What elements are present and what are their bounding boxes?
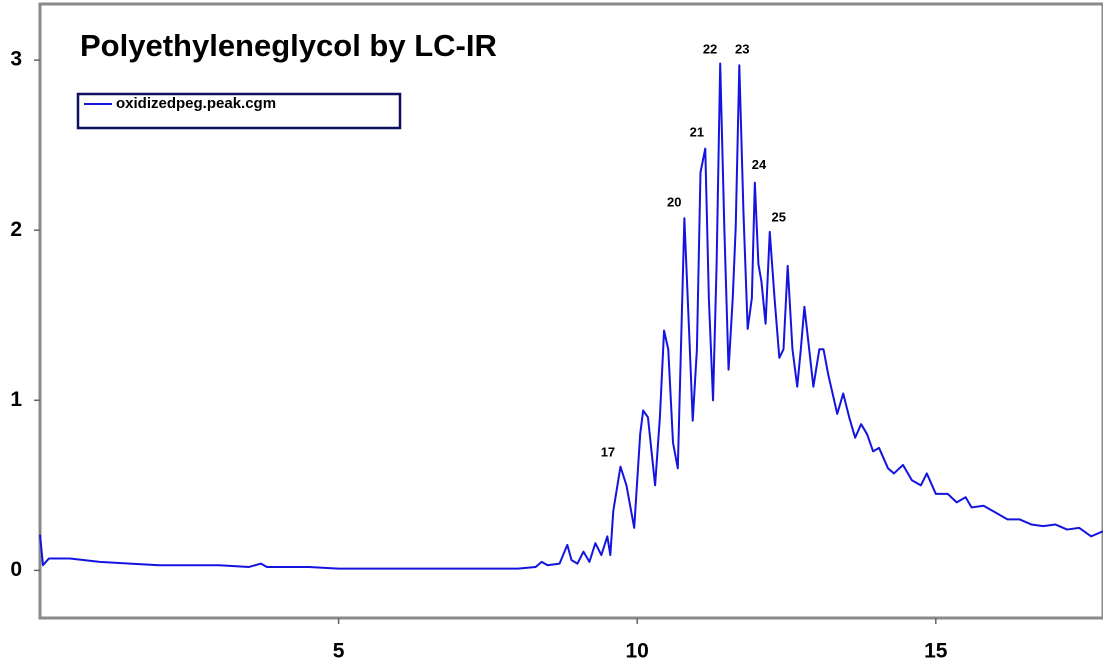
plot-frame [38, 2, 1103, 620]
peak-label: 25 [771, 210, 785, 225]
x-tick-label: 10 [626, 640, 649, 663]
chart-title: Polyethyleneglycol by LC-IR [80, 28, 497, 63]
legend-label: oxidizedpeg.peak.cgm [116, 95, 276, 112]
data-line [39, 62, 1103, 570]
peak-label: 17 [601, 444, 615, 459]
y-tick-label: 1 [10, 388, 22, 411]
y-tick-label: 3 [10, 48, 22, 71]
peak-label: 24 [752, 157, 767, 172]
peak-label: 23 [735, 41, 749, 56]
peak-label: 22 [703, 41, 717, 56]
x-tick-label: 15 [924, 640, 948, 663]
x-tick-label: 5 [333, 640, 345, 663]
peak-label: 20 [667, 194, 681, 209]
peak-label: 21 [690, 125, 704, 140]
legend-box [76, 92, 402, 130]
y-tick-label: 2 [10, 218, 22, 241]
y-tick-label: 0 [10, 558, 22, 581]
